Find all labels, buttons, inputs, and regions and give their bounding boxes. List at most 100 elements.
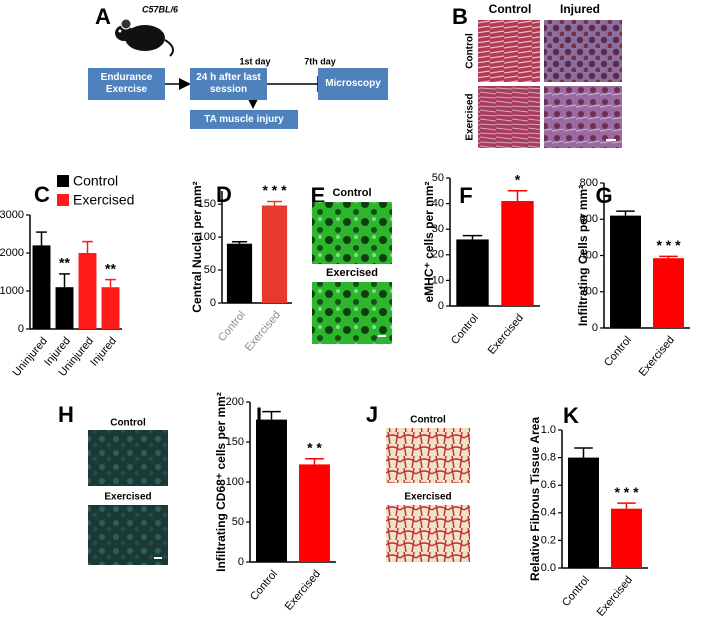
y-tick-label: 1000	[0, 285, 24, 297]
y-tick-label: 50	[204, 264, 216, 276]
panel-label: I	[256, 403, 262, 428]
y-tick-label: 0	[18, 323, 24, 335]
x-tick-label: Control	[248, 568, 280, 603]
bar	[568, 457, 599, 568]
micrograph	[312, 202, 392, 264]
process-box: 24 h after last session	[190, 68, 267, 100]
image-label: Control	[110, 418, 146, 429]
y-tick-label: 30	[432, 223, 444, 235]
x-tick-label: Control	[560, 574, 592, 609]
y-tick-label: 200	[226, 396, 244, 408]
panel-label: K	[563, 403, 579, 428]
micrograph	[544, 20, 622, 82]
y-tick-label: 150	[198, 198, 216, 210]
x-tick-label: Exercised	[283, 568, 323, 613]
micrograph	[312, 282, 392, 344]
bar	[299, 464, 330, 562]
y-tick-label: 50	[432, 172, 444, 184]
image-label: Control	[410, 415, 446, 426]
significance-label: * * *	[614, 484, 639, 500]
significance-label: *	[515, 172, 521, 188]
micrograph	[386, 428, 470, 483]
significance-label: **	[59, 255, 70, 271]
bar	[32, 245, 51, 329]
y-tick-label: 0.0	[541, 562, 556, 574]
y-tick-label: 0.6	[541, 479, 556, 491]
x-tick-label: Injured	[88, 335, 119, 368]
y-tick-label: 0	[438, 300, 444, 312]
legend-swatch	[57, 175, 69, 187]
y-tick-label: 0	[210, 297, 216, 309]
bar	[653, 258, 684, 328]
y-tick-label: 800	[580, 177, 598, 189]
legend-swatch	[57, 194, 69, 206]
panel-label: C	[34, 182, 50, 207]
panel-label: D	[216, 182, 232, 207]
image-label: Control	[332, 187, 371, 199]
y-tick-label: 1.0	[541, 424, 556, 436]
significance-label: * * *	[262, 182, 287, 198]
y-axis-label: Relative Fibrous Tissue Area	[528, 417, 542, 581]
panel-label: B	[452, 4, 468, 29]
y-tick-label: 400	[580, 249, 598, 261]
process-box: TA muscle injury	[190, 110, 298, 129]
micrograph	[88, 505, 168, 565]
x-tick-label: Control	[216, 309, 248, 344]
bar	[611, 508, 642, 568]
significance-label: **	[105, 260, 116, 276]
x-tick-label: Exercised	[637, 334, 677, 379]
image-label: Exercised	[104, 492, 151, 503]
y-axis-label: eMHC⁺ cells per mm²	[422, 181, 436, 302]
y-tick-label: 20	[432, 249, 444, 261]
y-tick-label: 10	[432, 274, 444, 286]
y-axis-label: Central Nuclei per mm²	[190, 181, 204, 312]
x-tick-label: Exercised	[595, 574, 635, 619]
x-tick-label: Exercised	[486, 312, 526, 357]
x-tick-label: Uninjured	[11, 335, 50, 379]
micrograph	[544, 86, 622, 148]
bar	[55, 287, 74, 329]
micrograph	[386, 505, 470, 562]
y-tick-label: 3000	[0, 209, 24, 221]
y-tick-label: 0	[592, 322, 598, 334]
y-tick-label: 50	[232, 516, 244, 528]
panel-label: H	[58, 402, 74, 427]
y-tick-label: 0.8	[541, 452, 556, 464]
image-label: Exercised	[326, 267, 378, 279]
legend-label: Control	[73, 173, 118, 189]
strain-label: C57BL/6	[142, 4, 179, 14]
micrograph	[478, 20, 540, 82]
panel-label: F	[459, 183, 472, 208]
bar	[610, 215, 641, 328]
bar	[456, 239, 489, 306]
y-tick-label: 0.4	[541, 507, 556, 519]
panel-label: J	[366, 402, 378, 427]
bar	[256, 419, 287, 562]
panel-label: E	[311, 183, 326, 208]
x-tick-label: Control	[449, 312, 481, 347]
x-tick-label: Exercised	[243, 309, 283, 354]
timepoint-label: 1st day	[239, 56, 270, 66]
y-tick-label: 150	[226, 436, 244, 448]
bar	[261, 205, 288, 303]
y-tick-label: 100	[226, 476, 244, 488]
significance-label: * *	[307, 440, 322, 456]
panel-label: A	[95, 4, 111, 29]
y-axis-label: Infiltrating CD68⁺ cells per mm²	[214, 392, 228, 572]
bar	[78, 253, 97, 329]
y-tick-label: 100	[198, 231, 216, 243]
y-tick-label: 0.2	[541, 534, 556, 546]
row-label: Control	[465, 33, 476, 69]
y-axis-label: Infiltrating Cells per mm²	[576, 185, 590, 326]
image-label: Exercised	[404, 492, 451, 503]
process-box: Endurance Exercise	[88, 68, 165, 100]
process-box: Microscopy	[318, 68, 388, 100]
column-label: Control	[489, 2, 532, 16]
row-label: Exercised	[465, 93, 476, 140]
significance-label: * * *	[656, 237, 681, 253]
y-tick-label: 0	[238, 556, 244, 568]
x-tick-label: Control	[602, 334, 634, 369]
micrograph	[88, 430, 168, 486]
